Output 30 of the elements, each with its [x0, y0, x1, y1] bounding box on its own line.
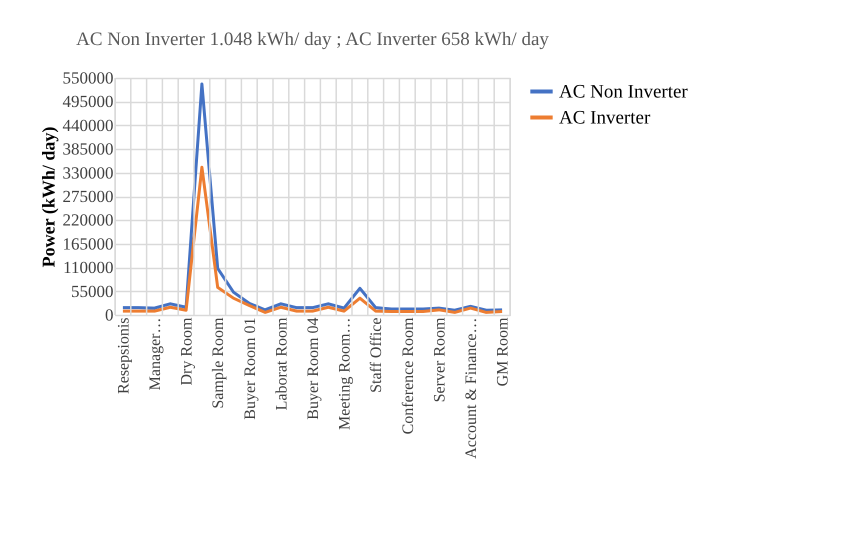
y-tick-label: 110000 [63, 258, 114, 278]
x-tick-label: Server Room [431, 316, 448, 402]
y-axis-title: Power (kWh/ day) [38, 126, 58, 268]
line-series [121, 166, 504, 314]
x-tick-label: Resepsionis [115, 318, 132, 394]
y-tick-label: 220000 [62, 210, 114, 230]
x-tick-label: Dry Room [178, 316, 196, 386]
legend-label: AC Non Inverter [559, 82, 688, 102]
x-tick-label: GM Room [494, 316, 512, 386]
chart-title: AC Non Inverter 1.048 kWh/ day ; AC Inverter 658 kWh/ day [76, 29, 550, 50]
y-tick-label: 550000 [62, 68, 114, 88]
y-tick-label: 55000 [71, 282, 114, 301]
x-tick-label: Meeting Room… [336, 318, 354, 430]
y-tick-label: 0 [105, 306, 114, 324]
y-tick-label: 165000 [62, 234, 114, 254]
x-tick-label: Staff Office [368, 318, 386, 393]
y-tick-label: 495000 [62, 92, 114, 112]
y-tick-label: 275000 [62, 187, 114, 206]
y-tick-label: 440000 [62, 116, 114, 135]
x-tick-label: Manager… [147, 318, 164, 390]
legend-label: AC Inverter [559, 108, 651, 128]
x-tick-label: Laborat Room [273, 316, 290, 410]
x-tick-label: Sample Room [210, 316, 228, 409]
x-tick-label: Conference Room [400, 316, 417, 434]
x-tick-label: Account & Finance… [463, 318, 480, 459]
x-tick-label: Buyer Room 04 [305, 318, 322, 420]
y-tick-label: 330000 [62, 163, 114, 182]
x-tick-label: Buyer Room 01 [242, 318, 259, 420]
line-series [121, 82, 504, 312]
y-tick-label: 385000 [62, 140, 114, 159]
